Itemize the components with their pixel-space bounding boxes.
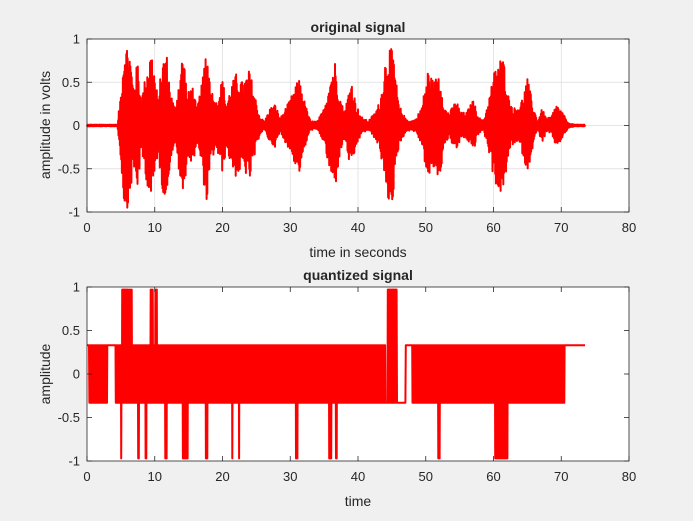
subplot-original-signal: -1 -0.5 0 0.5 1 0 10 20 30 40 50 60 70 80 original s… — [37, 19, 636, 260]
x-tick-label: 30 — [283, 220, 297, 235]
y-axis-label: amplitude — [37, 343, 53, 404]
y-tick-label: 0 — [73, 367, 80, 382]
x-tick-label: 20 — [215, 220, 229, 235]
y-axis-label: amplitude in volts — [37, 71, 53, 179]
y-tick-label: -1 — [68, 205, 80, 220]
y-tick-label: 0 — [73, 118, 80, 133]
y-tick-label: 1 — [73, 280, 80, 295]
y-tick-label: -1 — [68, 454, 80, 469]
x-tick-label: 60 — [486, 220, 500, 235]
signal-waveform — [86, 288, 586, 460]
x-tick-label: 10 — [148, 220, 162, 235]
subplot-quantized-signal: -1 -0.5 0 0.5 1 0 10 20 30 40 50 60 70 80 quantized … — [37, 267, 636, 509]
x-tick-label: 0 — [83, 469, 90, 484]
y-tick-label: 1 — [73, 32, 80, 47]
y-ticks: -1 -0.5 0 0.5 1 — [58, 32, 629, 220]
x-tick-label: 70 — [554, 469, 568, 484]
x-tick-label: 40 — [351, 469, 365, 484]
x-tick-label: 50 — [419, 220, 433, 235]
x-tick-label: 70 — [554, 220, 568, 235]
x-axis-label: time in seconds — [309, 244, 406, 260]
x-tick-label: 30 — [283, 469, 297, 484]
x-tick-label: 40 — [351, 220, 365, 235]
signal-waveform — [86, 48, 586, 209]
chart-title: original signal — [311, 19, 406, 35]
x-tick-label: 0 — [83, 220, 90, 235]
y-tick-label: 0.5 — [62, 323, 80, 338]
y-tick-label: 0.5 — [62, 75, 80, 90]
x-tick-label: 60 — [486, 469, 500, 484]
x-ticks: 0 10 20 30 40 50 60 70 80 — [83, 39, 636, 235]
y-ticks: -1 -0.5 0 0.5 1 — [58, 280, 629, 469]
x-tick-label: 80 — [622, 220, 636, 235]
x-tick-label: 50 — [419, 469, 433, 484]
x-tick-label: 10 — [148, 469, 162, 484]
y-tick-label: -0.5 — [58, 161, 80, 176]
x-tick-label: 80 — [622, 469, 636, 484]
x-tick-label: 20 — [215, 469, 229, 484]
y-tick-label: -0.5 — [58, 410, 80, 425]
x-axis-label: time — [345, 493, 372, 509]
chart-title: quantized signal — [303, 267, 413, 283]
x-ticks: 0 10 20 30 40 50 60 70 80 — [83, 287, 636, 484]
